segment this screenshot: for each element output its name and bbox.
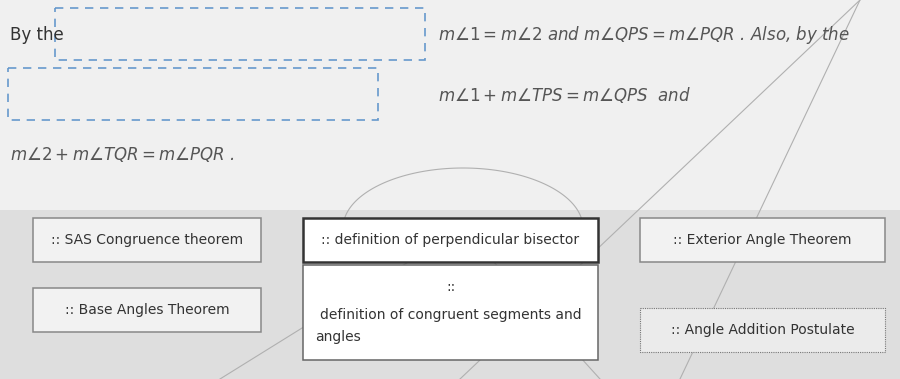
FancyBboxPatch shape — [640, 308, 885, 352]
Text: :: definition of perpendicular bisector: :: definition of perpendicular bisector — [321, 233, 580, 247]
FancyBboxPatch shape — [303, 218, 598, 262]
Text: $m\angle2 + m\angle TQR = m\angle PQR$ .: $m\angle2 + m\angle TQR = m\angle PQR$ . — [10, 146, 235, 164]
FancyBboxPatch shape — [0, 210, 900, 379]
FancyBboxPatch shape — [33, 288, 261, 332]
Text: :: Angle Addition Postulate: :: Angle Addition Postulate — [670, 323, 854, 337]
Text: ::: :: — [446, 280, 455, 294]
Text: $m\angle1 + m\angle TPS = m\angle QPS$  and: $m\angle1 + m\angle TPS = m\angle QPS$ a… — [438, 85, 691, 105]
FancyBboxPatch shape — [0, 0, 900, 210]
Text: :: Base Angles Theorem: :: Base Angles Theorem — [65, 303, 230, 317]
Text: $m\angle1 = m\angle2$ and $m\angle QPS = m\angle PQR$ . Also, by the: $m\angle1 = m\angle2$ and $m\angle QPS =… — [438, 24, 850, 46]
FancyBboxPatch shape — [640, 218, 885, 262]
Text: definition of congruent segments and: definition of congruent segments and — [320, 308, 581, 322]
FancyBboxPatch shape — [8, 68, 378, 120]
Text: angles: angles — [315, 330, 361, 344]
Text: :: Exterior Angle Theorem: :: Exterior Angle Theorem — [673, 233, 851, 247]
FancyBboxPatch shape — [55, 8, 425, 60]
FancyBboxPatch shape — [33, 218, 261, 262]
Text: By the: By the — [10, 26, 64, 44]
FancyBboxPatch shape — [303, 265, 598, 360]
Text: :: SAS Congruence theorem: :: SAS Congruence theorem — [51, 233, 243, 247]
